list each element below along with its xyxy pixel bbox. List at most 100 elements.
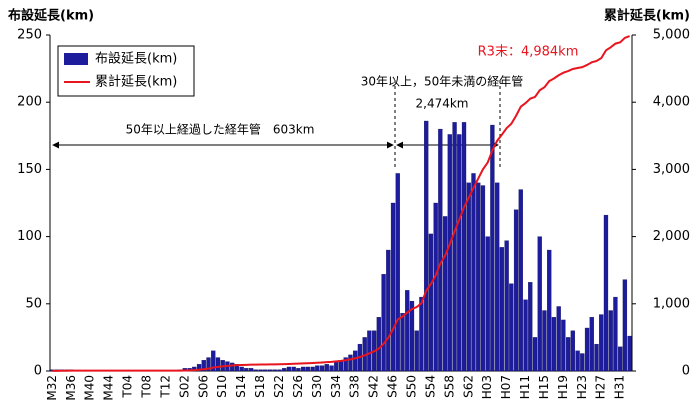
bar xyxy=(395,173,400,372)
y-tick-label: 250 xyxy=(17,28,42,43)
bar xyxy=(513,209,519,372)
bar xyxy=(447,134,452,372)
legend-label: 累計延長(km) xyxy=(95,74,177,90)
x-tick-label: S30 xyxy=(310,375,324,398)
bar xyxy=(485,236,490,372)
bar xyxy=(400,313,405,372)
bar xyxy=(603,214,609,372)
bar xyxy=(428,233,434,372)
bar xyxy=(495,182,500,372)
x-tick-label: H23 xyxy=(575,375,589,399)
bar xyxy=(594,343,599,372)
bar xyxy=(324,364,329,372)
x-tick-label: H03 xyxy=(480,375,494,399)
bar xyxy=(608,310,613,372)
bar xyxy=(523,299,528,372)
bar xyxy=(613,296,618,372)
bar xyxy=(215,357,221,372)
y2-tick-label: 1,000 xyxy=(653,296,690,311)
x-tick-label: S26 xyxy=(291,375,305,398)
bar xyxy=(618,346,623,372)
bar xyxy=(286,366,292,372)
y2-tick-label: 4,000 xyxy=(653,95,690,110)
x-tick-label: S50 xyxy=(404,375,418,398)
bar xyxy=(466,182,471,372)
bar xyxy=(348,354,353,372)
x-tick-label: S22 xyxy=(272,375,286,398)
bar xyxy=(452,122,457,372)
bar xyxy=(509,283,514,372)
bar xyxy=(248,368,254,372)
x-tick-label: H19 xyxy=(556,375,570,399)
bar xyxy=(319,365,325,372)
bar xyxy=(206,357,211,372)
y2-tick-label: 3,000 xyxy=(653,162,690,177)
bar xyxy=(244,368,249,372)
bar xyxy=(490,124,495,372)
bar xyxy=(528,282,533,372)
legend xyxy=(57,45,195,97)
y2-tick-label: 0 xyxy=(682,364,690,379)
bar xyxy=(414,330,419,372)
legend-swatch xyxy=(64,53,88,65)
bar xyxy=(258,369,263,372)
x-tick-label: T08 xyxy=(140,375,154,399)
x-tick-label: S58 xyxy=(442,375,456,398)
bar xyxy=(409,300,415,372)
bar xyxy=(504,240,509,372)
annotation: 50年以上経過した経年管 603km xyxy=(126,122,315,137)
bar xyxy=(433,202,438,372)
bar xyxy=(575,350,580,372)
bar xyxy=(272,369,277,372)
bar xyxy=(565,337,571,372)
bar xyxy=(230,362,235,372)
y-tick-label: 200 xyxy=(17,95,42,110)
annotation: R3末：4,984km xyxy=(478,45,579,60)
x-tick-label: S14 xyxy=(234,375,248,398)
bar xyxy=(343,357,348,372)
bar xyxy=(381,274,386,372)
y-tick-label: 150 xyxy=(17,162,42,177)
bar xyxy=(301,366,306,372)
x-tick-label: T12 xyxy=(158,375,172,399)
y2-axis-title: 累計延長(km) xyxy=(604,8,690,24)
y-tick-label: 0 xyxy=(34,364,42,379)
bar xyxy=(556,306,561,372)
bar xyxy=(518,189,523,372)
bar xyxy=(442,216,448,372)
x-tick-label: S42 xyxy=(367,375,381,398)
bar xyxy=(476,182,481,372)
bar xyxy=(267,369,273,372)
bar xyxy=(376,317,381,372)
bar xyxy=(315,365,320,372)
bar xyxy=(291,366,296,372)
bar xyxy=(532,337,538,372)
y-tick-label: 50 xyxy=(25,296,42,311)
legend-label: 布設延長(km) xyxy=(95,51,177,67)
x-tick-label: H31 xyxy=(613,375,627,399)
bar xyxy=(329,365,334,372)
x-tick-label: H11 xyxy=(518,375,532,399)
bar xyxy=(570,330,575,372)
x-tick-label: S02 xyxy=(177,375,191,398)
bar xyxy=(584,327,590,372)
bar xyxy=(263,369,268,372)
x-tick-label: S46 xyxy=(386,375,400,398)
x-tick-label: S54 xyxy=(423,375,437,398)
bar xyxy=(353,350,358,372)
y-tick-label: 100 xyxy=(17,229,42,244)
x-tick-label: S34 xyxy=(329,375,343,398)
x-tick-label: H15 xyxy=(537,375,551,399)
bar xyxy=(461,122,467,372)
bar xyxy=(239,366,244,372)
bar xyxy=(589,317,594,372)
bar xyxy=(310,366,315,372)
x-tick-label: M40 xyxy=(83,375,97,401)
x-tick-label: M32 xyxy=(45,375,59,401)
bar xyxy=(580,353,585,372)
bar xyxy=(622,279,628,372)
y-axis-title: 布設延長(km) xyxy=(8,8,94,24)
bar xyxy=(305,366,311,372)
bar xyxy=(471,173,476,372)
x-tick-label: S06 xyxy=(196,375,210,398)
